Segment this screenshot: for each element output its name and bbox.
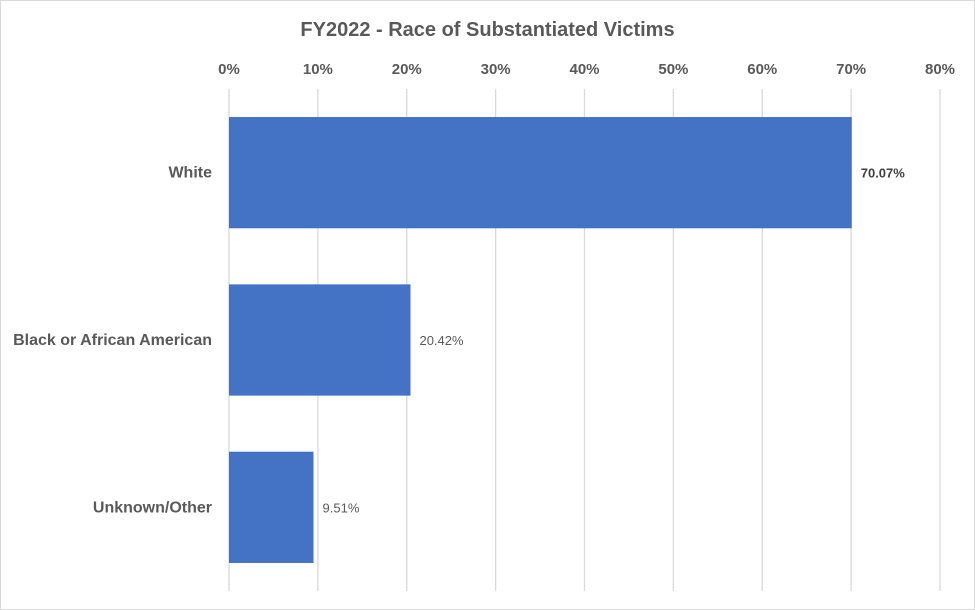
bar <box>229 117 852 229</box>
x-tick-label: 0% <box>218 61 240 78</box>
x-tick-label: 60% <box>747 61 777 78</box>
bars <box>229 117 852 563</box>
x-tick-label: 40% <box>569 61 599 78</box>
bar <box>229 284 411 396</box>
data-label: 70.07% <box>861 166 906 181</box>
category-label: Unknown/Other <box>93 499 212 516</box>
bar <box>229 451 314 563</box>
x-tick-label: 70% <box>836 61 866 78</box>
x-tick-label: 30% <box>481 61 511 78</box>
x-tick-label: 10% <box>303 61 333 78</box>
category-labels: White Black or African American Unknown/Ot… <box>13 165 212 517</box>
data-label: 9.51% <box>323 500 360 515</box>
x-tick-label: 80% <box>925 61 955 78</box>
data-label: 20.42% <box>419 333 464 348</box>
x-axis-ticks: 0% 10% 20% 30% 40% 50% 60% 70% 80% <box>218 61 955 78</box>
chart-title: FY2022 - Race of Substantiated Victims <box>300 19 675 41</box>
x-tick-label: 50% <box>658 61 688 78</box>
data-labels: 70.07% 20.42% 9.51% <box>323 166 906 516</box>
x-tick-label: 20% <box>392 61 422 78</box>
category-label: White <box>168 165 212 182</box>
category-label: Black or African American <box>13 332 212 349</box>
